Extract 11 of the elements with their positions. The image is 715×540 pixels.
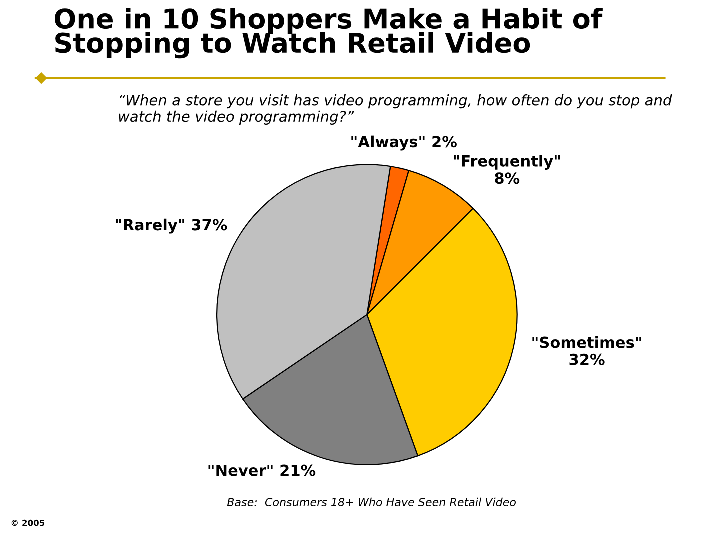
text: © 2005 [12, 520, 45, 526]
data-label: 8% [495, 172, 520, 184]
slice-label: "Always" 2% [352, 136, 457, 151]
slice-label: "Sometimes" [532, 336, 642, 348]
chart-subtitle: “When a store you visit has video programming, how often do you stop and watch the video programming?” [119, 94, 672, 125]
slice-label: "Never" 21% [208, 464, 316, 476]
text: Base: Consumers 18+ Who Have Seen Retail Video [227, 498, 516, 507]
data-label: 32% [570, 354, 605, 366]
slice-label: "Rarely" 37% [116, 218, 228, 234]
chart-title: One in 10 Shoppers Make a Habit of Stopping to Watch Retail Video [54, 8, 603, 59]
slice-label: "Frequently" [454, 155, 560, 170]
